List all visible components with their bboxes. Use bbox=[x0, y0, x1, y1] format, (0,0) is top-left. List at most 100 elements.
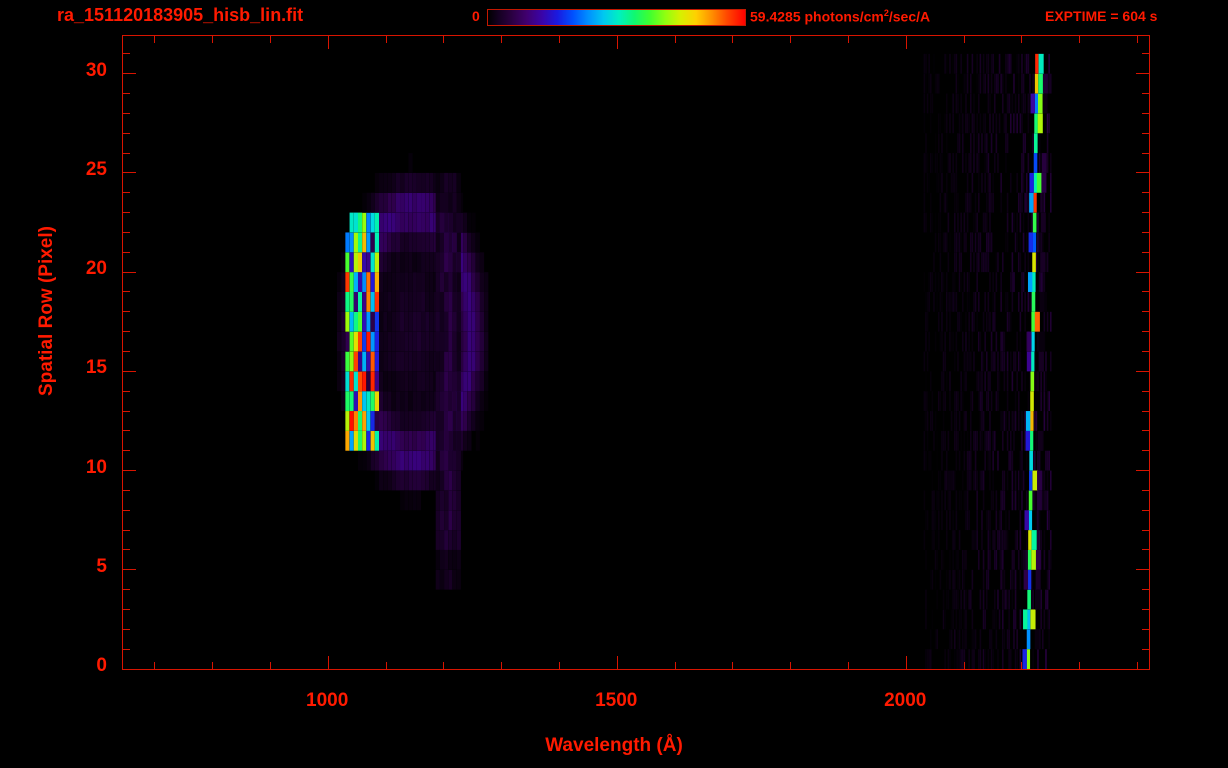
x-axis-tick bbox=[1021, 662, 1023, 669]
y-axis-tick bbox=[1142, 628, 1149, 630]
y-axis-tick bbox=[123, 529, 130, 531]
exptime-annotation: EXPTIME = 604 s bbox=[1045, 8, 1158, 24]
y-axis-tick bbox=[123, 489, 130, 491]
x-axis-tick bbox=[212, 662, 214, 669]
y-axis-tick bbox=[1142, 648, 1149, 650]
x-axis-tick bbox=[443, 662, 445, 669]
y-axis-tick bbox=[123, 311, 130, 313]
y-axis-tick bbox=[1142, 231, 1149, 233]
y-axis-tick bbox=[1136, 172, 1149, 174]
y-axis-tick bbox=[123, 370, 136, 372]
colorbar-units-exponent: 2 bbox=[883, 8, 889, 18]
y-axis-tick bbox=[123, 628, 130, 630]
x-axis-tick bbox=[443, 36, 445, 43]
x-axis-tick-label: 1000 bbox=[306, 690, 349, 711]
x-axis-tick bbox=[674, 662, 676, 669]
colorbar-min-label: 0 bbox=[472, 8, 480, 24]
colorbar-units-post: /sec/A bbox=[888, 8, 931, 25]
y-axis-tick bbox=[123, 251, 130, 253]
y-axis-tick bbox=[123, 509, 130, 511]
x-axis-tick bbox=[616, 36, 618, 49]
x-axis-tick bbox=[790, 36, 792, 43]
y-axis-tick-label: 25 bbox=[85, 158, 107, 180]
y-axis-tick bbox=[123, 112, 130, 114]
x-axis-tick bbox=[1136, 662, 1138, 669]
y-axis-tick bbox=[123, 549, 130, 551]
y-axis-tick bbox=[1142, 53, 1149, 55]
x-axis-tick bbox=[674, 36, 676, 43]
y-axis-tick bbox=[1142, 549, 1149, 551]
y-axis-tick-label: 10 bbox=[85, 456, 107, 478]
colorbar-units-pre: photons/cm bbox=[800, 8, 884, 25]
y-axis-tick-label: 20 bbox=[85, 258, 107, 280]
y-axis-tick bbox=[1136, 668, 1149, 670]
y-axis-tick bbox=[1142, 351, 1149, 352]
y-axis-tick bbox=[1136, 470, 1149, 472]
x-axis-tick bbox=[1021, 36, 1023, 43]
x-axis-tick bbox=[790, 662, 792, 669]
x-axis-tick bbox=[616, 656, 618, 669]
x-axis-tick bbox=[905, 36, 907, 49]
y-axis-label: Spatial Row (Pixel) bbox=[36, 226, 57, 396]
colorbar-max-value: 59.4285 bbox=[750, 8, 801, 25]
spectrum-heatmap bbox=[123, 36, 1149, 669]
y-axis-tick bbox=[1142, 212, 1149, 214]
y-axis-tick bbox=[123, 53, 130, 55]
y-axis-tick bbox=[123, 152, 130, 154]
y-axis-tick bbox=[1136, 370, 1149, 372]
y-axis-tick bbox=[1142, 112, 1149, 114]
x-axis-tick bbox=[558, 662, 560, 669]
y-axis-tick bbox=[123, 450, 130, 452]
y-axis-tick bbox=[123, 608, 130, 610]
x-axis-tick bbox=[732, 36, 734, 43]
y-axis-tick bbox=[123, 93, 130, 95]
x-axis-tick bbox=[269, 662, 271, 669]
x-axis-tick bbox=[847, 36, 849, 43]
y-axis-tick bbox=[1142, 291, 1149, 293]
y-axis-tick bbox=[1142, 450, 1149, 452]
plot-area bbox=[122, 35, 1150, 670]
x-axis-tick bbox=[212, 36, 214, 43]
y-axis-tick bbox=[123, 331, 130, 333]
y-axis-tick bbox=[1142, 410, 1149, 412]
x-axis-tick bbox=[1136, 36, 1138, 43]
y-axis-tick bbox=[123, 212, 130, 214]
y-axis-tick bbox=[1142, 331, 1149, 333]
x-axis-tick bbox=[847, 662, 849, 669]
x-axis-tick-label: 2000 bbox=[884, 690, 927, 711]
y-axis-tick bbox=[123, 231, 130, 233]
x-axis-label: Wavelength (Å) bbox=[545, 735, 683, 756]
y-axis-tick bbox=[123, 271, 136, 273]
x-axis-tick bbox=[154, 662, 156, 669]
y-axis-tick bbox=[123, 192, 130, 194]
y-axis-tick bbox=[123, 648, 130, 650]
x-axis-tick bbox=[1079, 662, 1081, 669]
y-axis-tick bbox=[123, 132, 130, 134]
y-axis-tick bbox=[1142, 311, 1149, 313]
x-axis-tick bbox=[558, 36, 560, 43]
y-axis-tick-label: 15 bbox=[85, 357, 107, 379]
x-axis-tick bbox=[501, 662, 503, 669]
x-axis-tick bbox=[385, 662, 387, 669]
y-axis-tick bbox=[123, 351, 130, 352]
y-axis-tick-label: 0 bbox=[96, 655, 107, 676]
x-axis-tick bbox=[963, 662, 965, 669]
y-axis-tick bbox=[1142, 430, 1149, 432]
colorbar bbox=[487, 9, 746, 26]
x-axis-tick bbox=[1079, 36, 1081, 43]
y-axis-tick bbox=[1142, 152, 1149, 154]
y-axis-tick bbox=[123, 569, 136, 571]
y-axis-tick bbox=[123, 470, 136, 472]
heatmap-canvas-wrap bbox=[123, 36, 1149, 669]
y-axis-tick bbox=[123, 291, 130, 293]
y-axis-tick bbox=[123, 172, 136, 174]
x-axis-tick bbox=[963, 36, 965, 43]
x-axis-tick bbox=[154, 36, 156, 43]
y-axis-tick bbox=[123, 73, 136, 75]
x-axis-tick bbox=[327, 36, 329, 49]
page-title: ra_151120183905_hisb_lin.fit bbox=[57, 5, 304, 25]
y-axis-tick bbox=[1142, 93, 1149, 95]
y-axis-tick-label: 30 bbox=[85, 59, 107, 81]
x-axis-tick bbox=[269, 36, 271, 43]
